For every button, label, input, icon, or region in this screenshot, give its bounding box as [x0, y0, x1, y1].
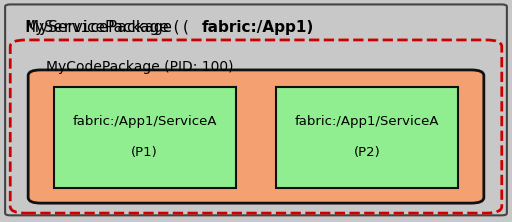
FancyBboxPatch shape — [10, 40, 502, 213]
Text: (P1): (P1) — [131, 146, 158, 159]
Text: MyServicePackage (: MyServicePackage ( — [26, 20, 190, 35]
Text: (P2): (P2) — [354, 146, 381, 159]
Text: fabric:/App1): fabric:/App1) — [202, 20, 314, 35]
FancyBboxPatch shape — [54, 87, 236, 188]
Text: fabric:/App1/ServiceA: fabric:/App1/ServiceA — [295, 115, 440, 128]
Text: fabric:/App1/ServiceA: fabric:/App1/ServiceA — [72, 115, 217, 128]
Text: MyCodePackage (PID: 100): MyCodePackage (PID: 100) — [46, 60, 233, 74]
Text: MyServicePackage (: MyServicePackage ( — [26, 20, 179, 35]
FancyBboxPatch shape — [28, 70, 484, 203]
FancyBboxPatch shape — [276, 87, 458, 188]
FancyBboxPatch shape — [5, 4, 507, 215]
